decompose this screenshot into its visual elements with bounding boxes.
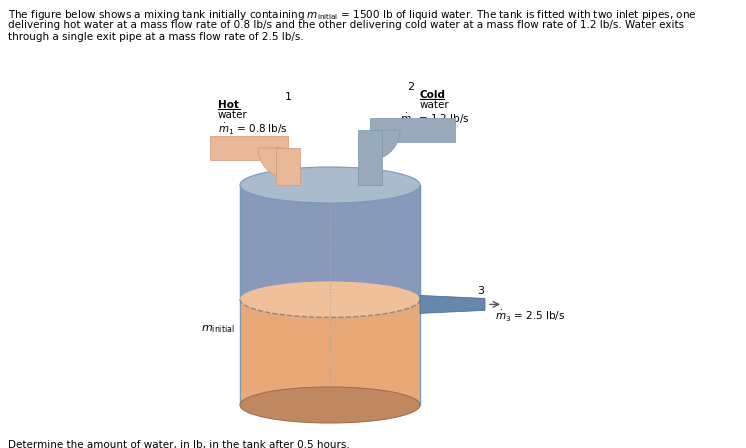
Text: The figure below shows a mixing tank initially containing $m_\mathrm{initial}$ =: The figure below shows a mixing tank ini… (8, 8, 697, 22)
Text: water: water (420, 100, 450, 110)
Polygon shape (358, 130, 382, 185)
Polygon shape (276, 148, 300, 185)
Text: $\dot{m}_2$ = 1.2 lb/s: $\dot{m}_2$ = 1.2 lb/s (400, 112, 469, 127)
Polygon shape (258, 148, 288, 178)
Text: 3: 3 (477, 286, 484, 297)
Text: $\dot{m}_1$ = 0.8 lb/s: $\dot{m}_1$ = 0.8 lb/s (218, 122, 288, 137)
Text: delivering hot water at a mass flow rate of 0.8 lb/s and the other delivering co: delivering hot water at a mass flow rate… (8, 20, 684, 30)
Text: $m_\mathrm{initial}$: $m_\mathrm{initial}$ (201, 323, 235, 335)
Text: $\dot{m}_3$ = 2.5 lb/s: $\dot{m}_3$ = 2.5 lb/s (495, 310, 565, 324)
Polygon shape (210, 136, 288, 160)
Text: through a single exit pipe at a mass flow rate of 2.5 lb/s.: through a single exit pipe at a mass flo… (8, 32, 304, 42)
Polygon shape (370, 130, 400, 160)
Polygon shape (420, 295, 485, 314)
Polygon shape (240, 185, 420, 299)
Text: water: water (218, 110, 248, 120)
Text: 2: 2 (407, 82, 414, 92)
Text: Cold: Cold (420, 90, 446, 100)
Ellipse shape (240, 281, 420, 317)
Text: Hot: Hot (218, 100, 239, 110)
Text: 1: 1 (285, 92, 292, 102)
Ellipse shape (240, 167, 420, 203)
Polygon shape (370, 118, 455, 142)
Polygon shape (240, 299, 420, 405)
Text: Determine the amount of water, in lb, in the tank after 0.5 hours.: Determine the amount of water, in lb, in… (8, 440, 350, 448)
Ellipse shape (240, 387, 420, 423)
